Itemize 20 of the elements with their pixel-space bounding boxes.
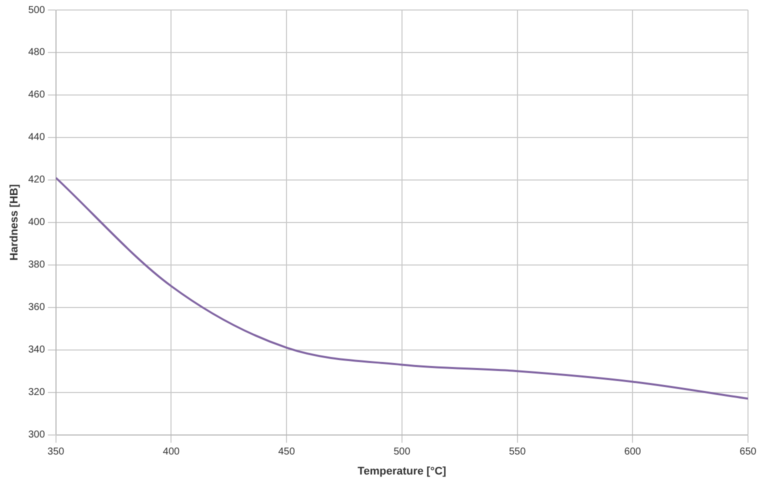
y-tick-label: 440 xyxy=(28,132,46,144)
x-tick-label: 600 xyxy=(624,446,642,458)
x-tick-label: 400 xyxy=(162,446,180,458)
y-tick-label: 420 xyxy=(28,174,46,186)
y-tick-label: 340 xyxy=(28,344,46,356)
x-tick-label: 350 xyxy=(48,446,65,458)
y-tick-label: 500 xyxy=(28,4,46,16)
y-tick-label: 380 xyxy=(28,260,46,271)
y-tick-label: 360 xyxy=(28,302,46,314)
x-tick-label: 650 xyxy=(740,446,757,458)
y-tick-label: 400 xyxy=(28,217,46,228)
y-tick-label: 480 xyxy=(28,47,46,58)
x-tick-label: 550 xyxy=(508,446,526,458)
y-tick-label: 460 xyxy=(28,90,46,101)
x-tick-label: 500 xyxy=(394,446,411,458)
y-tick-label: 320 xyxy=(28,387,46,398)
x-tick-label: 450 xyxy=(278,446,296,458)
x-axis-title: Temperature [°C] xyxy=(358,465,447,478)
y-tick-label: 300 xyxy=(28,430,46,441)
y-axis-title: Hardness [HB] xyxy=(8,184,21,261)
